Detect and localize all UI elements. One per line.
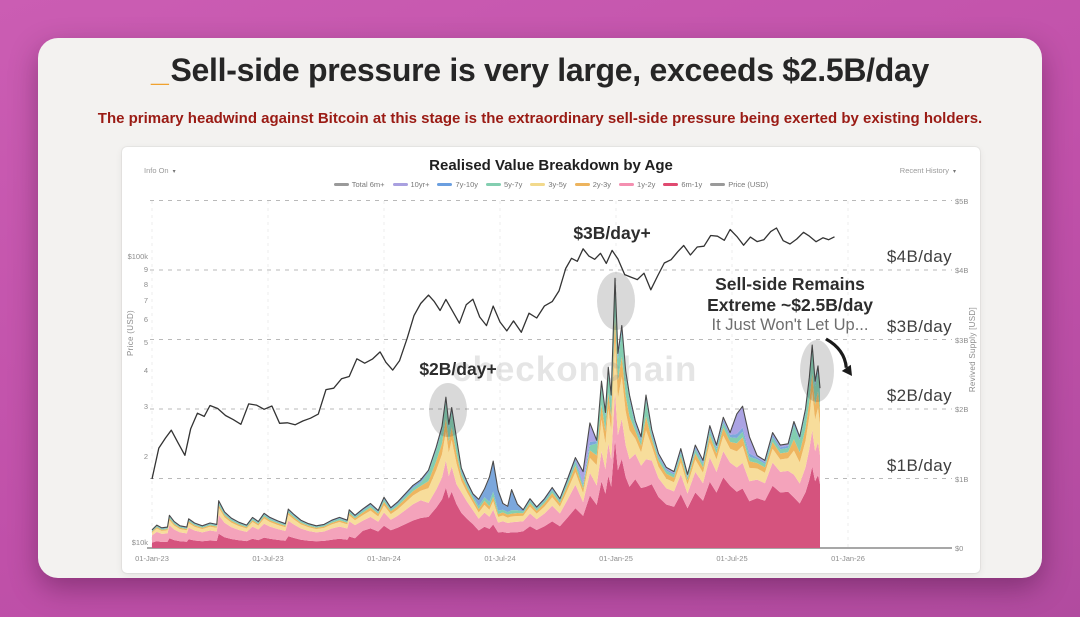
- date-axis-tick: 01-Jan-25: [599, 554, 633, 563]
- supply-axis-tick: $1B: [955, 474, 969, 484]
- total-6m-line: [151, 277, 821, 531]
- legend-item-5y-7y[interactable]: 5y-7y: [486, 180, 522, 189]
- history-dropdown[interactable]: Recent History ▾: [900, 166, 956, 175]
- legend-item-price-usd-[interactable]: Price (USD): [710, 180, 768, 189]
- supply-axis-tick: $4B: [955, 266, 969, 275]
- date-axis-tick: 01-Jan-24: [367, 554, 401, 563]
- highlight-ellipse: [429, 383, 467, 437]
- legend-label: 1y-2y: [637, 180, 656, 189]
- highlight-ellipse: [800, 340, 834, 402]
- price-axis-tick: 8: [143, 279, 148, 289]
- supply-axis-tick: $0: [955, 544, 964, 553]
- chevron-down-icon: ▾: [172, 169, 176, 175]
- band-6m-1y: [152, 440, 820, 548]
- price-axis-tick: 9: [143, 265, 148, 275]
- legend-item-6m-1y[interactable]: 6m-1y: [663, 180, 702, 189]
- annotation-letup: It Just Won't Let Up...: [711, 316, 869, 334]
- price-axis-tick: 4: [143, 365, 148, 375]
- supply-axis-tick: $2B: [955, 405, 969, 414]
- page-title: _Sell-side pressure is very large, excee…: [38, 52, 1042, 89]
- legend-swatch: [574, 183, 590, 186]
- legend-label: 10yr+: [410, 180, 430, 189]
- price-line: [151, 227, 835, 480]
- annotation-remains-line2: Extreme ~$2.5B/day: [707, 295, 873, 315]
- arrow-head-icon: [841, 364, 852, 376]
- legend-item-total-6m-[interactable]: Total 6m+: [333, 180, 385, 189]
- annotation-2b-day: $2B/day+: [419, 359, 497, 379]
- price-axis-tick: 6: [143, 315, 148, 325]
- price-axis-tick: 2: [143, 451, 148, 461]
- legend: Total 6m+ 10yr+ 7y-10y 5y-7y 3y-5y 2y-3y 1y-2y…: [122, 180, 980, 189]
- date-axis-tick: 01-Jul-24: [484, 554, 516, 563]
- legend-swatch: [663, 183, 679, 186]
- legend-swatch: [486, 183, 501, 186]
- supply-axis-title: Revived Supply [USD]: [968, 307, 977, 393]
- legend-label: Price (USD): [728, 180, 769, 189]
- legend-item-3y-5y[interactable]: 3y-5y: [530, 180, 567, 189]
- gridline-label: $3B/day: [886, 316, 952, 336]
- legend-swatch: [333, 183, 349, 186]
- legend-label: Total 6m+: [351, 180, 385, 189]
- legend-swatch: [530, 183, 546, 186]
- legend-swatch: [710, 183, 726, 186]
- legend-label: 3y-5y: [548, 180, 567, 189]
- legend-item-2y-3y[interactable]: 2y-3y: [574, 180, 612, 189]
- chart-title: Realised Value Breakdown by Age: [429, 157, 673, 174]
- plot-svg: [147, 200, 952, 549]
- price-axis-tick: 5: [143, 338, 148, 348]
- date-axis-tick: 01-Jul-25: [716, 554, 748, 563]
- legend-item-1y-2y[interactable]: 1y-2y: [619, 180, 655, 189]
- annotation-remains: Sell-side Remains Extreme ~$2.5B/day It …: [672, 274, 908, 335]
- price-axis-tick: $100k: [127, 252, 148, 261]
- legend-swatch: [437, 183, 453, 186]
- legend-swatch: [392, 183, 408, 186]
- title-accent-underscore: _: [151, 52, 169, 88]
- price-axis-tick: 7: [143, 296, 148, 306]
- legend-item-7y-10y[interactable]: 7y-10y: [437, 180, 478, 189]
- legend-label: 2y-3y: [592, 180, 612, 189]
- price-axis-tick: $10k: [131, 538, 148, 547]
- price-axis-tick: 3: [143, 401, 148, 411]
- page-subtitle: The primary headwind against Bitcoin at …: [97, 110, 983, 127]
- supply-axis-tick: $3B: [955, 335, 969, 345]
- supply-axis-tick: $5B: [955, 196, 969, 206]
- highlight-ellipse: [597, 272, 635, 330]
- annotation-3b-day: $3B/day+: [573, 223, 651, 243]
- card: _Sell-side pressure is very large, excee…: [38, 38, 1042, 578]
- date-axis-tick: 01-Jul-23: [252, 554, 284, 563]
- date-axis-tick: 01-Jan-26: [831, 554, 865, 563]
- page-title-text: Sell-side pressure is very large, exceed…: [170, 52, 930, 88]
- gridline-label: $2B/day: [886, 386, 952, 405]
- history-dropdown-label: Recent History: [899, 166, 949, 175]
- legend-swatch: [619, 183, 635, 186]
- legend-item-10yr-[interactable]: 10yr+: [392, 180, 430, 189]
- chart-panel: Info On ▾ Realised Value Breakdown by Age…: [122, 147, 980, 573]
- annotation-remains-line1: Sell-side Remains: [715, 274, 865, 294]
- info-dropdown-label: Info On: [144, 166, 169, 175]
- legend-label: 6m-1y: [681, 180, 703, 189]
- info-dropdown[interactable]: Info On ▾: [144, 166, 176, 175]
- legend-label: 5y-7y: [504, 180, 523, 189]
- chevron-down-icon: ▾: [952, 169, 956, 175]
- gridline-label: $1B/day: [886, 455, 952, 475]
- legend-label: 7y-10y: [455, 180, 478, 189]
- band-1y-2y: [152, 391, 820, 543]
- date-axis-tick: 01-Jan-23: [135, 554, 169, 563]
- gridline-label: $4B/day: [886, 247, 952, 266]
- arrow-shaft: [825, 337, 848, 368]
